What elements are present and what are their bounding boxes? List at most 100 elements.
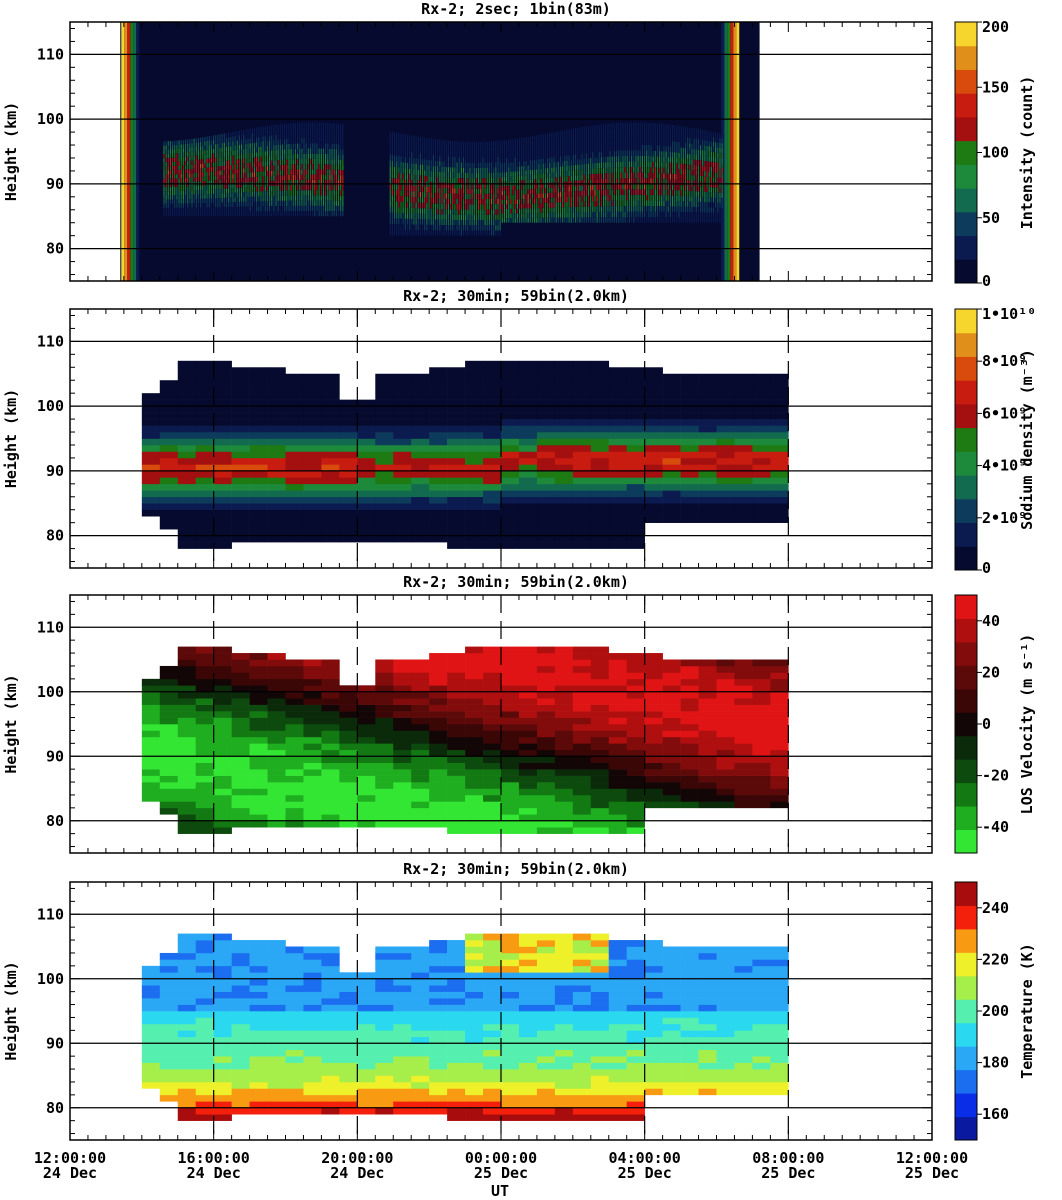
intensity-streak [490,214,493,220]
intensity-streak [613,189,615,196]
grid-cell [447,444,466,452]
intensity-streak [301,164,303,170]
intensity-streak [702,165,704,172]
intensity-streak [493,151,495,157]
grid-cell [393,451,412,459]
intensity-streak [495,204,497,210]
intensity-streak [512,204,514,209]
intensity-streak [581,148,583,154]
grid-cell [339,470,358,478]
intensity-streak [333,164,335,170]
intensity-streak [689,153,691,160]
intensity-streak [393,138,396,144]
intensity-streak [678,147,680,153]
intensity-streak [469,183,471,189]
intensity-streak [499,219,501,226]
intensity-streak [426,208,428,214]
intensity-streak [329,179,331,186]
intensity-streak [585,147,587,154]
intensity-streak [307,138,309,144]
intensity-streak [200,163,202,169]
intensity-streak [445,209,447,215]
intensity-streak [635,133,637,140]
intensity-streak [691,154,693,160]
intensity-streak [189,177,191,182]
intensity-streak [301,200,303,206]
grid-cell [465,529,484,536]
intensity-streak [514,185,516,191]
grid-cell [483,483,502,491]
intensity-streak [534,145,536,151]
intensity-streak [516,213,519,219]
intensity-streak [551,157,553,163]
intensity-streak [631,178,633,184]
intensity-streak [271,175,273,181]
intensity-streak [176,165,178,171]
intensity-streak [288,128,290,134]
intensity-streak [488,230,490,236]
grid-cell [411,373,430,381]
intensity-streak [579,159,581,165]
intensity-streak [411,202,413,208]
intensity-streak [684,153,687,159]
intensity-streak [562,217,564,223]
intensity-streak [398,178,400,185]
intensity-streak [163,158,165,163]
intensity-streak [708,166,710,172]
intensity-streak [577,196,579,202]
intensity-streak [631,122,633,128]
grid-cell [447,406,466,413]
intensity-streak [462,219,465,226]
intensity-streak [243,187,245,193]
intensity-streak [458,199,460,205]
intensity-streak [702,196,704,203]
intensity-streak [527,213,529,218]
intensity-streak [329,164,331,170]
intensity-streak [521,194,523,200]
intensity-streak [706,161,708,167]
intensity-streak [240,187,243,193]
intensity-streak [467,220,469,226]
intensity-streak [419,219,422,225]
intensity-streak [538,144,540,150]
intensity-streak [215,189,217,194]
intensity-streak [518,161,521,167]
intensity-streak [624,128,626,134]
intensity-streak [536,179,538,184]
intensity-streak [534,150,536,156]
intensity-streak [221,165,223,171]
intensity-streak [490,172,493,178]
intensity-streak [290,123,292,129]
intensity-streak [669,173,672,180]
grid-cell [321,503,340,511]
intensity-streak [342,154,344,160]
intensity-streak [624,189,626,195]
intensity-streak [288,143,290,150]
intensity-streak [465,178,467,184]
intensity-streak [478,178,480,184]
intensity-streak [605,200,607,207]
intensity-streak [415,224,417,231]
intensity-streak [581,212,583,218]
grid-cell [357,490,376,498]
intensity-streak [706,212,708,218]
intensity-streak [452,167,454,173]
intensity-streak [506,190,508,196]
intensity-streak [204,167,206,173]
intensity-streak [697,139,700,145]
intensity-streak [415,136,417,142]
intensity-streak [426,138,428,144]
intensity-streak [585,212,587,218]
intensity-streak [540,173,542,179]
intensity-streak [521,137,523,143]
intensity-streak [590,201,592,207]
intensity-streak [195,168,197,173]
intensity-streak [641,167,643,173]
intensity-streak [424,203,426,209]
intensity-streak [659,134,661,141]
intensity-streak [590,131,592,137]
intensity-streak [426,219,428,225]
intensity-streak [603,178,605,185]
intensity-streak [656,156,659,162]
intensity-streak [238,197,241,202]
